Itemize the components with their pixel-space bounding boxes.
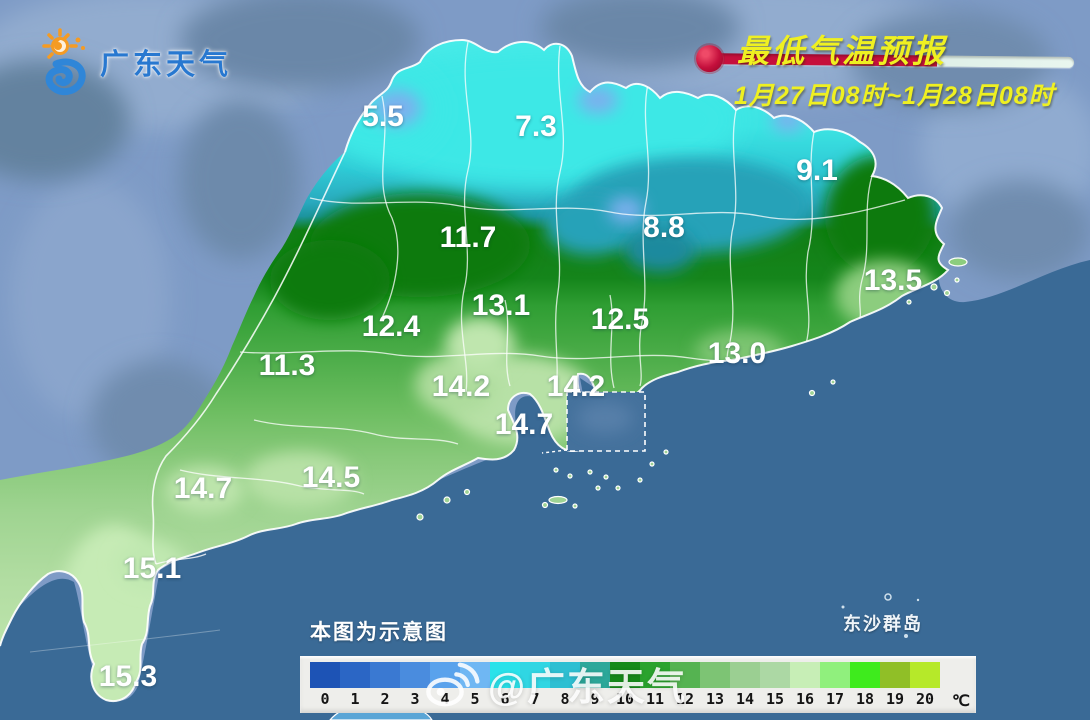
legend-tick-label: 1 [350,690,360,708]
legend-tick-label: 11 [645,690,665,708]
weibo-icon [426,662,480,706]
legend-tick-label: 20 [915,690,935,708]
legend-tick-label: 17 [825,690,845,708]
dashed-zone-hongkong [541,391,646,454]
legend-swatch [730,662,760,688]
legend-swatch [610,662,640,688]
legend-tick-label: 0 [320,690,330,708]
legend-tick-label: 5 [470,690,480,708]
sea-region [0,260,1090,720]
thermometer-bulb [695,45,724,73]
legend-swatch [520,662,550,688]
map-disclaimer: 本图为示意图 [310,621,448,644]
logo-icon [42,28,86,96]
dongsha-islands [841,593,920,638]
legend-swatch [670,662,700,688]
legend-swatch [370,662,400,688]
faint-sea-line [29,629,221,653]
legend-tick-label: 4 [440,690,450,708]
legend-tick-label: 9 [590,690,600,708]
legend-swatch [910,662,940,688]
logo: 广东天气 [36,28,232,96]
legend-swatch [340,662,370,688]
legend-tick-label: 8 [560,690,570,708]
legend-tick-label: 10 [615,690,635,708]
legend-swatch [640,662,670,688]
legend-swatch [820,662,850,688]
legend-swatch [760,662,790,688]
watermark-text: @广东天气 [488,667,688,709]
legend-tick-label: 3 [410,690,420,708]
dongsha-islands-label: 东沙群岛 [843,614,923,634]
legend-swatch [790,662,820,688]
leizhou-border-line [155,553,207,565]
forecast-title: 最低气温预报 [737,33,948,69]
legend-tick-label: 18 [855,690,875,708]
legend-swatch [400,662,430,688]
guangxi-border-line [151,151,346,565]
legend-labels: 0 1 2 3 4 5 6 7 8 9 10 11 12 13 14 15 16 17 18 19 20 [300,688,976,710]
legend-tick-label: 13 [705,690,725,708]
legend-tick-label: 12 [675,690,695,708]
legend-swatch [550,662,580,688]
legend-swatches [300,656,976,688]
logo-text: 广东天气 [100,49,233,81]
coastal-islands [416,257,968,521]
legend-tick-label: 15 [765,690,785,708]
legend-tick-label: 7 [530,690,540,708]
weibo-watermark: @广东天气 [424,656,687,711]
forecast-date-range: 1月27日08时~1月28日08时 [734,82,1055,110]
legend-swatch [700,662,730,688]
legend-tick-label: 19 [885,690,905,708]
legend-swatch [580,662,610,688]
legend-swatch [850,662,880,688]
legend-tick-label: 14 [735,690,755,708]
legend-swatch [490,662,520,688]
legend-unit: ℃ [952,691,970,710]
legend-swatch [310,662,340,688]
legend-tick-label: 6 [500,690,510,708]
legend-tick-label: 16 [795,690,815,708]
legend-tick-label: 2 [380,690,390,708]
temperature-legend: 0 1 2 3 4 5 6 7 8 9 10 11 12 13 14 15 16 17 18 19 20 ℃ [300,656,976,713]
legend-swatch [880,662,910,688]
